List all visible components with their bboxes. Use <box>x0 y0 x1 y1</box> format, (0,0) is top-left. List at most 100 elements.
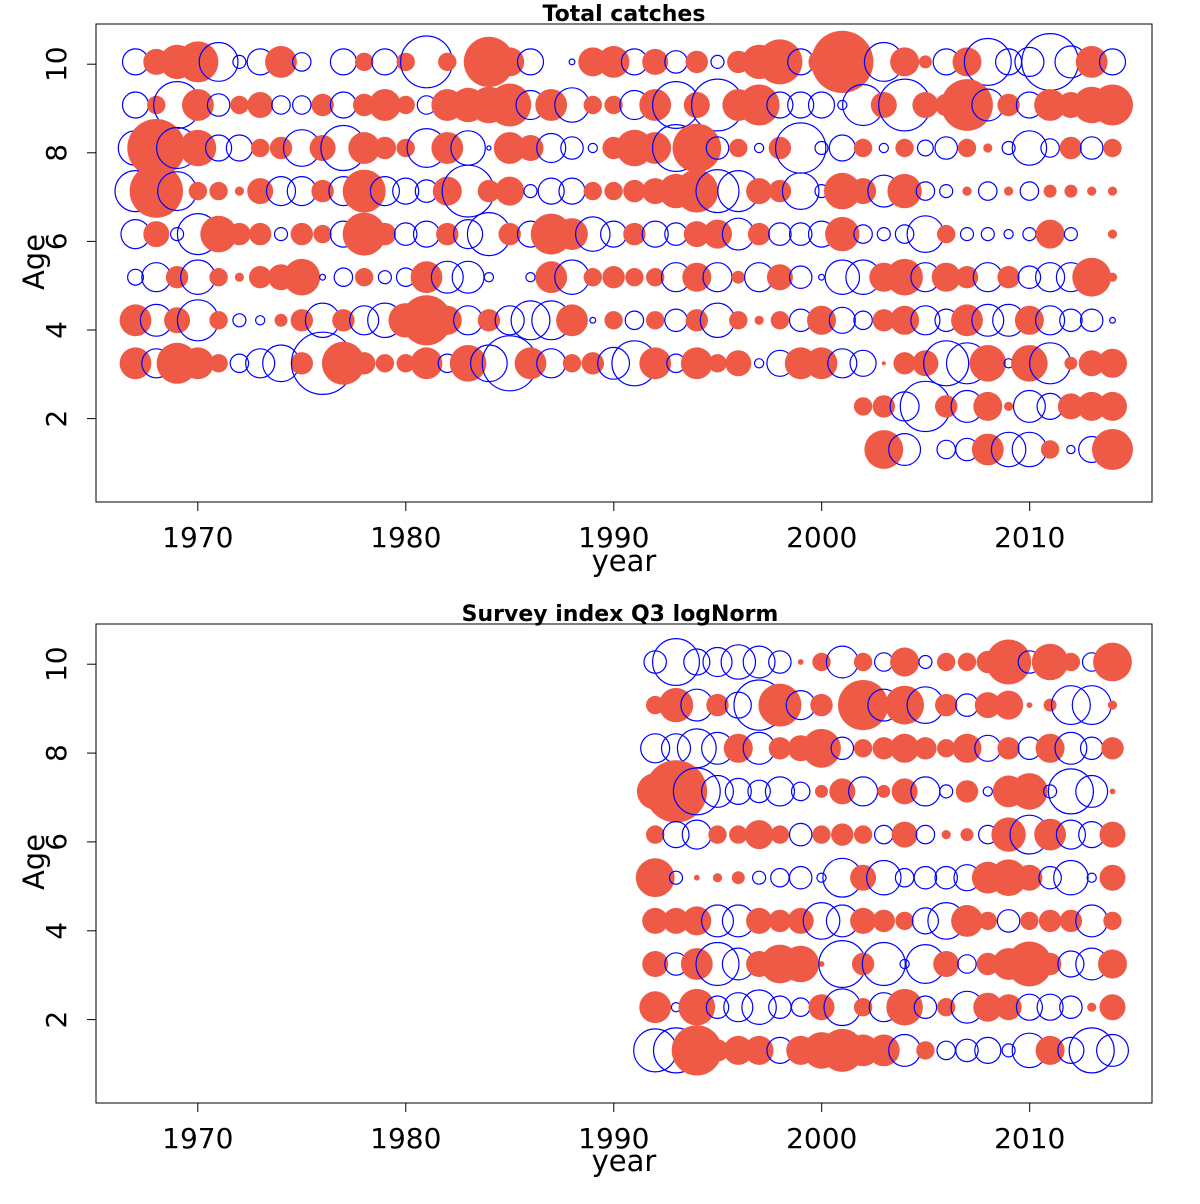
residual-positive-bubble <box>431 132 464 164</box>
residual-negative-bubble <box>229 353 250 374</box>
residual-negative-bubble <box>558 177 586 205</box>
residual-positive-bubble <box>853 652 873 672</box>
residual-negative-bubble <box>232 313 247 328</box>
residual-positive-bubble <box>401 295 452 346</box>
residual-negative-bubble <box>705 136 730 160</box>
residual-positive-bubble <box>1035 219 1065 249</box>
residual-positive-bubble <box>933 951 960 977</box>
residual-negative-bubble <box>369 176 400 207</box>
residual-positive-bubble <box>658 687 694 723</box>
panel1-y-axis: 2 4 6 8 10 Age <box>17 46 97 428</box>
residual-positive-bubble <box>639 991 672 1024</box>
residual-positive-bubble <box>807 305 836 335</box>
residual-positive-bubble <box>729 311 748 330</box>
residual-positive-bubble <box>249 266 272 289</box>
residual-negative-bubble <box>568 58 576 66</box>
residual-positive-bubble <box>495 47 525 77</box>
residual-positive-bubble <box>1107 229 1118 239</box>
residual-negative-bubble <box>1059 308 1083 333</box>
residual-positive-bubble <box>1078 350 1105 377</box>
y-axis-label: Age <box>17 834 51 890</box>
residual-positive-bubble <box>604 311 623 330</box>
residual-positive-bubble <box>1043 184 1057 198</box>
residual-positive-bubble <box>1014 305 1044 335</box>
residual-positive-bubble <box>438 52 457 72</box>
residual-positive-bubble <box>766 264 793 291</box>
residual-negative-bubble <box>802 902 841 940</box>
residual-positive-bubble <box>373 136 397 160</box>
residual-negative-bubble <box>770 867 790 888</box>
residual-positive-bubble <box>723 733 753 763</box>
residual-negative-bubble <box>768 222 792 246</box>
residual-positive-bubble <box>912 350 939 377</box>
residual-positive-bubble <box>498 222 521 246</box>
residual-positive-bubble <box>952 47 982 77</box>
residual-positive-bubble <box>556 304 588 337</box>
residual-positive-bubble <box>342 212 386 256</box>
residual-positive-bubble <box>1107 272 1118 282</box>
residual-negative-bubble <box>959 227 975 242</box>
residual-positive-bubble <box>787 907 814 934</box>
residual-negative-bubble <box>560 136 584 160</box>
residual-negative-bubble <box>878 142 890 154</box>
residual-positive-bubble <box>247 92 274 118</box>
residual-positive-bubble <box>1077 391 1107 421</box>
residual-negative-bubble <box>807 91 836 119</box>
residual-positive-bubble <box>995 994 1022 1021</box>
residual-positive-bubble <box>957 138 977 158</box>
residual-negative-bubble <box>853 310 873 331</box>
residual-positive-bubble <box>747 222 771 246</box>
residual-positive-bubble <box>1006 941 1052 987</box>
residual-positive-bubble <box>1026 702 1033 708</box>
residual-positive-bubble <box>396 354 415 373</box>
residual-negative-bubble <box>788 222 813 246</box>
residual-positive-bubble <box>251 138 270 158</box>
residual-positive-bubble <box>891 778 918 805</box>
residual-negative-bubble <box>1040 138 1060 158</box>
residual-negative-bubble <box>245 348 276 379</box>
residual-positive-bubble <box>812 652 831 672</box>
residual-negative-bubble <box>683 648 711 676</box>
residual-negative-bubble <box>918 654 933 670</box>
residual-negative-bubble <box>1108 316 1116 324</box>
residual-negative-bubble <box>705 995 730 1019</box>
residual-positive-bubble <box>495 176 525 206</box>
residual-positive-bubble <box>269 136 293 160</box>
panel2-x-axis: 1970 1980 1990 2000 2010 year <box>162 1102 1065 1178</box>
residual-positive-bubble <box>706 693 729 717</box>
residual-positive-bubble <box>683 221 710 248</box>
residual-negative-bubble <box>662 820 690 849</box>
residual-negative-bubble <box>1055 819 1087 850</box>
residual-positive-bubble <box>971 433 1004 466</box>
residual-positive-bubble <box>815 784 828 798</box>
residual-negative-bubble <box>723 992 754 1023</box>
residual-negative-bubble <box>1050 685 1091 726</box>
residual-positive-bubble <box>249 222 272 246</box>
residual-negative-bubble <box>672 767 721 816</box>
residual-positive-bubble <box>853 998 873 1017</box>
residual-positive-bubble <box>935 693 958 717</box>
residual-negative-bubble <box>825 645 859 679</box>
residual-positive-bubble <box>1075 46 1108 78</box>
residual-negative-bubble <box>817 273 825 281</box>
residual-negative-bubble <box>271 95 291 115</box>
residual-positive-bubble <box>535 89 568 121</box>
residual-positive-bubble <box>937 652 956 672</box>
residual-negative-bubble <box>814 140 829 156</box>
residual-positive-bubble <box>119 304 152 337</box>
residual-negative-bubble <box>1017 265 1042 289</box>
residual-positive-bubble <box>850 864 877 891</box>
residual-negative-bubble <box>1059 995 1083 1019</box>
residual-negative-bubble <box>936 1040 956 1061</box>
residual-positive-bubble <box>914 737 937 760</box>
residual-negative-bubble <box>788 865 813 890</box>
residual-positive-bubble <box>517 135 544 161</box>
residual-positive-bubble <box>708 354 727 373</box>
residual-positive-bubble <box>1011 773 1048 810</box>
residual-positive-bubble <box>1004 186 1014 196</box>
panel2-y-axis: 2 4 6 8 10 Age <box>17 646 97 1029</box>
residual-positive-bubble <box>1016 864 1043 891</box>
residual-positive-bubble <box>853 825 873 844</box>
residual-negative-bubble <box>1034 262 1066 293</box>
residual-positive-bubble <box>872 909 895 933</box>
